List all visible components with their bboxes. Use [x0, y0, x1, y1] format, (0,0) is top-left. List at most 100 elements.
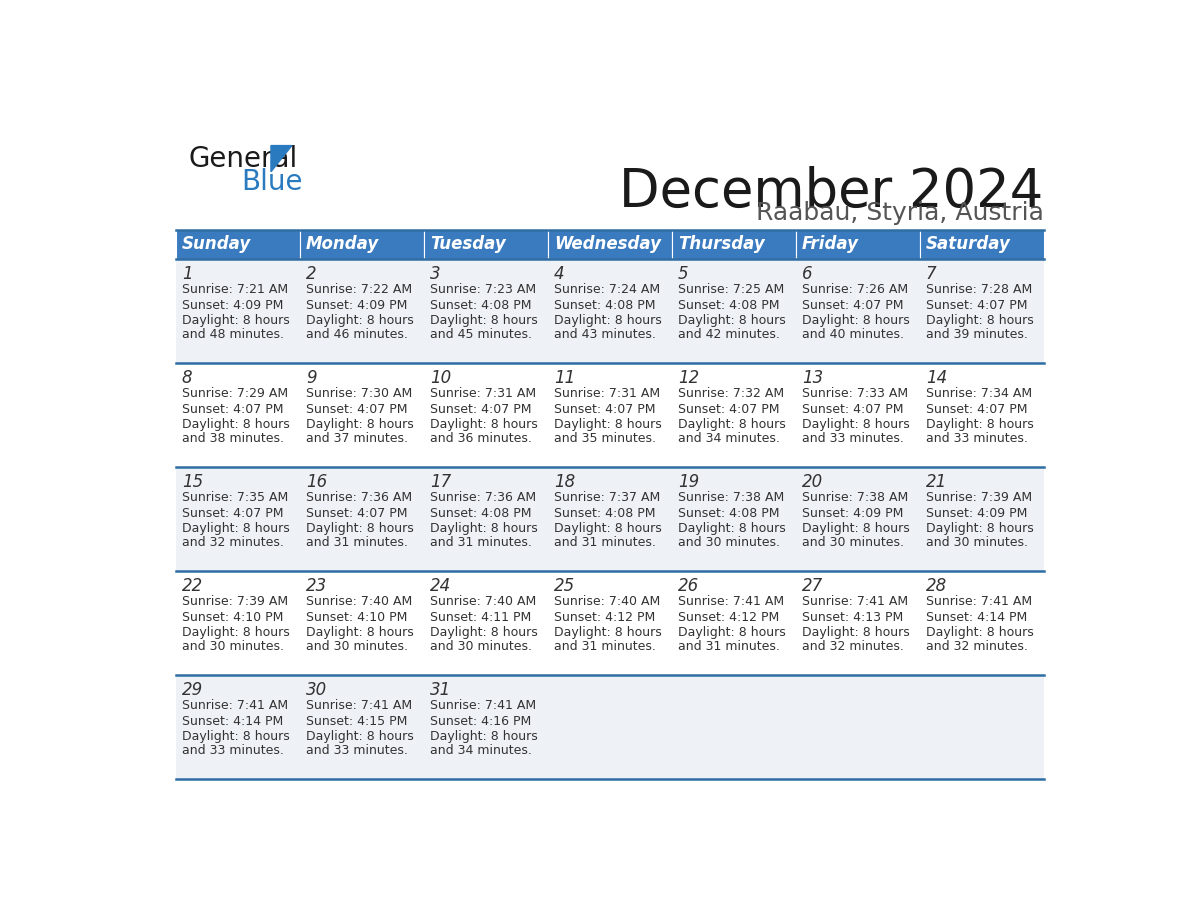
Bar [176, 363, 1043, 466]
Text: Daylight: 8 hours: Daylight: 8 hours [430, 522, 538, 535]
Bar [796, 230, 920, 259]
Text: Daylight: 8 hours: Daylight: 8 hours [305, 522, 413, 535]
Text: 8: 8 [182, 369, 192, 386]
Text: Sunrise: 7:37 AM: Sunrise: 7:37 AM [554, 491, 661, 504]
Text: Sunset: 4:13 PM: Sunset: 4:13 PM [802, 610, 903, 623]
Text: Daylight: 8 hours: Daylight: 8 hours [678, 522, 785, 535]
Text: Daylight: 8 hours: Daylight: 8 hours [182, 626, 290, 639]
Text: Daylight: 8 hours: Daylight: 8 hours [802, 522, 910, 535]
Text: Sunrise: 7:23 AM: Sunrise: 7:23 AM [430, 284, 536, 297]
Bar [176, 259, 1043, 363]
Text: Sunset: 4:10 PM: Sunset: 4:10 PM [182, 610, 283, 623]
Text: 19: 19 [678, 473, 699, 491]
Text: 24: 24 [430, 577, 451, 595]
Text: General: General [189, 145, 298, 173]
Text: Sunrise: 7:30 AM: Sunrise: 7:30 AM [305, 387, 412, 400]
Text: and 30 minutes.: and 30 minutes. [678, 536, 779, 549]
Text: Daylight: 8 hours: Daylight: 8 hours [678, 314, 785, 327]
Text: Sunset: 4:07 PM: Sunset: 4:07 PM [802, 299, 903, 312]
Text: Daylight: 8 hours: Daylight: 8 hours [802, 314, 910, 327]
Bar [176, 230, 299, 259]
Text: 7: 7 [925, 265, 936, 283]
Text: and 33 minutes.: and 33 minutes. [182, 744, 284, 756]
Text: Sunrise: 7:28 AM: Sunrise: 7:28 AM [925, 284, 1032, 297]
Text: 5: 5 [678, 265, 689, 283]
Text: Monday: Monday [305, 235, 379, 253]
Text: and 31 minutes.: and 31 minutes. [554, 536, 656, 549]
Text: 29: 29 [182, 681, 203, 699]
Text: and 34 minutes.: and 34 minutes. [678, 432, 779, 445]
Text: and 37 minutes.: and 37 minutes. [305, 432, 407, 445]
Text: 11: 11 [554, 369, 575, 386]
Text: and 32 minutes.: and 32 minutes. [182, 536, 284, 549]
Bar [671, 230, 796, 259]
Text: Sunrise: 7:40 AM: Sunrise: 7:40 AM [430, 595, 536, 609]
Text: 27: 27 [802, 577, 823, 595]
Bar [299, 230, 424, 259]
Text: Sunset: 4:08 PM: Sunset: 4:08 PM [678, 299, 779, 312]
Text: and 33 minutes.: and 33 minutes. [305, 744, 407, 756]
Text: and 35 minutes.: and 35 minutes. [554, 432, 656, 445]
Text: Daylight: 8 hours: Daylight: 8 hours [430, 419, 538, 431]
Text: Daylight: 8 hours: Daylight: 8 hours [925, 314, 1034, 327]
Text: Daylight: 8 hours: Daylight: 8 hours [182, 419, 290, 431]
Text: Sunday: Sunday [182, 235, 251, 253]
Text: Daylight: 8 hours: Daylight: 8 hours [305, 626, 413, 639]
Text: and 36 minutes.: and 36 minutes. [430, 432, 532, 445]
Text: Sunset: 4:10 PM: Sunset: 4:10 PM [305, 610, 407, 623]
Text: Daylight: 8 hours: Daylight: 8 hours [802, 626, 910, 639]
Bar [920, 230, 1043, 259]
Text: Sunset: 4:09 PM: Sunset: 4:09 PM [305, 299, 407, 312]
Text: 20: 20 [802, 473, 823, 491]
Bar [548, 230, 671, 259]
Text: Sunrise: 7:41 AM: Sunrise: 7:41 AM [802, 595, 908, 609]
Text: Daylight: 8 hours: Daylight: 8 hours [305, 314, 413, 327]
Text: 2: 2 [305, 265, 316, 283]
Text: 13: 13 [802, 369, 823, 386]
Text: December 2024: December 2024 [619, 165, 1043, 218]
Text: and 46 minutes.: and 46 minutes. [305, 328, 407, 341]
Text: Sunrise: 7:41 AM: Sunrise: 7:41 AM [430, 700, 536, 712]
Text: and 43 minutes.: and 43 minutes. [554, 328, 656, 341]
Text: 9: 9 [305, 369, 316, 386]
Text: Sunrise: 7:36 AM: Sunrise: 7:36 AM [305, 491, 412, 504]
Text: and 40 minutes.: and 40 minutes. [802, 328, 904, 341]
Text: Sunrise: 7:22 AM: Sunrise: 7:22 AM [305, 284, 412, 297]
Text: Saturday: Saturday [925, 235, 1011, 253]
Text: Sunrise: 7:38 AM: Sunrise: 7:38 AM [678, 491, 784, 504]
Text: Sunrise: 7:24 AM: Sunrise: 7:24 AM [554, 284, 661, 297]
Text: Daylight: 8 hours: Daylight: 8 hours [430, 314, 538, 327]
Text: 21: 21 [925, 473, 947, 491]
Text: and 34 minutes.: and 34 minutes. [430, 744, 532, 756]
Text: Daylight: 8 hours: Daylight: 8 hours [305, 730, 413, 743]
Text: Sunset: 4:08 PM: Sunset: 4:08 PM [678, 507, 779, 520]
Text: Sunset: 4:09 PM: Sunset: 4:09 PM [925, 507, 1028, 520]
Text: Daylight: 8 hours: Daylight: 8 hours [678, 626, 785, 639]
Text: Daylight: 8 hours: Daylight: 8 hours [182, 522, 290, 535]
Text: Daylight: 8 hours: Daylight: 8 hours [925, 419, 1034, 431]
Text: 28: 28 [925, 577, 947, 595]
Text: Daylight: 8 hours: Daylight: 8 hours [554, 314, 662, 327]
Text: and 39 minutes.: and 39 minutes. [925, 328, 1028, 341]
Text: Blue: Blue [241, 168, 303, 196]
Text: Sunrise: 7:33 AM: Sunrise: 7:33 AM [802, 387, 908, 400]
Text: Daylight: 8 hours: Daylight: 8 hours [182, 730, 290, 743]
Text: Sunset: 4:07 PM: Sunset: 4:07 PM [554, 403, 656, 416]
Text: Sunset: 4:07 PM: Sunset: 4:07 PM [305, 507, 407, 520]
Text: Thursday: Thursday [678, 235, 765, 253]
Text: Sunset: 4:14 PM: Sunset: 4:14 PM [925, 610, 1028, 623]
Text: and 31 minutes.: and 31 minutes. [554, 640, 656, 653]
Text: Sunset: 4:08 PM: Sunset: 4:08 PM [430, 299, 531, 312]
Text: Sunrise: 7:40 AM: Sunrise: 7:40 AM [305, 595, 412, 609]
Text: Sunrise: 7:41 AM: Sunrise: 7:41 AM [678, 595, 784, 609]
Text: Sunset: 4:14 PM: Sunset: 4:14 PM [182, 714, 283, 728]
Text: 18: 18 [554, 473, 575, 491]
Text: Sunset: 4:07 PM: Sunset: 4:07 PM [678, 403, 779, 416]
Text: Sunset: 4:07 PM: Sunset: 4:07 PM [925, 299, 1028, 312]
Text: Sunset: 4:12 PM: Sunset: 4:12 PM [678, 610, 779, 623]
Text: Daylight: 8 hours: Daylight: 8 hours [305, 419, 413, 431]
Text: Raabau, Styria, Austria: Raabau, Styria, Austria [756, 201, 1043, 225]
Text: Sunset: 4:07 PM: Sunset: 4:07 PM [305, 403, 407, 416]
Text: Daylight: 8 hours: Daylight: 8 hours [554, 419, 662, 431]
Text: 25: 25 [554, 577, 575, 595]
